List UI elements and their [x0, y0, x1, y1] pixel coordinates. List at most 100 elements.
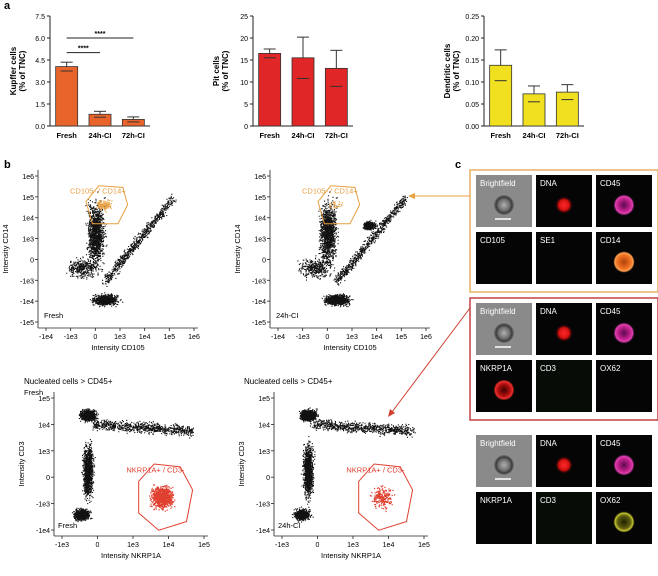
- y-tick-label: 20: [240, 36, 248, 43]
- x-tick-label: 24h-CI: [523, 131, 546, 140]
- x-tick-label: -1e4: [39, 334, 53, 341]
- x-tick-label: 1e4: [371, 334, 383, 341]
- y-tick-label: 10: [240, 80, 248, 87]
- y-tick-label: 1e5: [254, 195, 266, 202]
- channel-label: Brightfield: [480, 307, 516, 316]
- condition-label: Fresh: [44, 311, 63, 320]
- y-axis-label-line: (% of TNC): [452, 50, 461, 91]
- y-tick-label: 0.0: [35, 124, 45, 131]
- y-tick-label: 1e5: [38, 396, 50, 403]
- panel-label-a: a: [4, 0, 11, 12]
- gate-label: NKRP1A+ / CD3-: [346, 466, 405, 475]
- image-tile: [596, 360, 652, 412]
- dendritic-bar-chart: 0.00 0.05 0.10 0.15 0.20 0.25 Dendritic cells(…: [443, 14, 584, 140]
- y-tick-label: 0.15: [465, 58, 479, 65]
- cell: [555, 324, 573, 342]
- x-tick-label: 1e5: [163, 334, 175, 341]
- x-tick-label: 0: [96, 542, 100, 549]
- y-tick-label: 1e4: [254, 216, 266, 223]
- y-tick-label: 0: [46, 475, 50, 482]
- channel-label: CD105: [480, 236, 505, 245]
- x-tick-label: 1e3: [114, 334, 126, 341]
- x-tick-label: 1e3: [127, 542, 139, 549]
- channel-label: DNA: [540, 439, 558, 448]
- gate-polygon: [138, 463, 194, 531]
- y-axis-label: Kupffer cells(% of TNC): [9, 46, 27, 95]
- condition-label: Fresh: [58, 521, 77, 530]
- x-tick-label: 0: [93, 334, 97, 341]
- y-axis-label: Intensity CD3: [237, 441, 246, 486]
- cell: [555, 456, 573, 474]
- y-tick-label: 4.5: [35, 58, 45, 65]
- bar: [489, 64, 513, 127]
- y-tick-label: 15: [240, 58, 248, 65]
- x-tick-label: 1e5: [198, 542, 210, 549]
- y-tick-label: -1e3: [252, 278, 266, 285]
- scatter-fresh-cd105-cd14: -1e4 -1e3 0 1e3 1e4 1e5 1e6 -1e5 -1e4 -1e3 0 1e3 1e4…: [1, 170, 200, 352]
- y-tick-label: 0.25: [465, 14, 479, 21]
- gating-header: Nucleated cells > CD45+: [244, 377, 333, 386]
- y-tick-label: 6.0: [35, 36, 45, 43]
- channel-label: CD14: [600, 236, 621, 245]
- channel-label: OX62: [600, 364, 621, 373]
- scatter-24h-nkrp1a-cd3: -1e3 0 1e3 1e4 1e5 -1e4 -1e3 0 1e3 1e4 1e5 Intensit…: [237, 377, 430, 560]
- y-axis-label: Pit cells(% of TNC): [212, 50, 230, 91]
- y-tick-label: -1e5: [252, 320, 266, 327]
- y-tick-label: 1e3: [38, 449, 50, 456]
- y-tick-label: 1e5: [22, 195, 34, 202]
- arrow-line-red: [391, 307, 471, 413]
- scatter-points: [66, 191, 177, 308]
- x-tick-label: 1e5: [418, 542, 430, 549]
- x-tick-label: 0: [325, 334, 329, 341]
- y-tick-label: 1e6: [254, 174, 266, 181]
- bar: [522, 93, 546, 127]
- y-tick-label: 1e3: [22, 237, 34, 244]
- x-tick-label: 1e3: [346, 334, 358, 341]
- x-tick-label: 72h-CI: [556, 131, 579, 140]
- x-tick-label: 72h-CI: [122, 131, 145, 140]
- y-tick-label: -1e4: [36, 528, 50, 535]
- x-axis-label: Intensity NKRP1A: [101, 551, 161, 560]
- y-tick-label: -1e4: [256, 528, 270, 535]
- x-tick-label: 72h-CI: [325, 131, 348, 140]
- pit-bar-chart: 0 5 10 15 20 25 Pit cells(% of TNC) Fresh 24h-CI…: [212, 14, 353, 140]
- x-tick-label: 1e4: [139, 334, 151, 341]
- gate-polygon: [317, 185, 361, 225]
- bar: [555, 91, 579, 127]
- gated-points: [369, 485, 396, 513]
- significance-label: ****: [78, 46, 89, 53]
- gate-polygon: [85, 185, 129, 225]
- y-tick-label: -1e3: [36, 502, 50, 509]
- cell: [555, 196, 573, 214]
- bar: [324, 67, 348, 127]
- bar: [258, 53, 282, 127]
- y-tick-label: 1.5: [35, 102, 45, 109]
- cell: [613, 251, 635, 273]
- y-tick-label: 1e4: [38, 422, 50, 429]
- channel-label: CD45: [600, 439, 621, 448]
- arrow-head-orange: [408, 193, 415, 199]
- channel-label: Brightfield: [480, 439, 516, 448]
- image-tile: [476, 492, 532, 544]
- x-tick-label: 0: [316, 542, 320, 549]
- cell: [493, 379, 515, 401]
- image-tile: [536, 492, 592, 544]
- channel-label: NKRP1A: [480, 496, 513, 505]
- scatter-points: [291, 407, 416, 523]
- gating-header: Nucleated cells > CD45+: [24, 377, 113, 386]
- y-tick-label: 1e4: [258, 422, 270, 429]
- cell: [613, 322, 635, 344]
- x-tick-label: 1e6: [420, 334, 432, 341]
- y-axis-label: Dendritic cells(% of TNC): [443, 43, 461, 98]
- x-tick-label: 24h-CI: [89, 131, 112, 140]
- channel-label: CD3: [540, 496, 557, 505]
- y-tick-label: 25: [240, 14, 248, 21]
- y-tick-label: 7.5: [35, 14, 45, 21]
- y-axis-label-line: (% of TNC): [18, 50, 27, 91]
- y-tick-label: 0.20: [465, 36, 479, 43]
- significance-label: ****: [95, 31, 106, 38]
- x-tick-label: 1e3: [347, 542, 359, 549]
- gated-points: [149, 484, 176, 512]
- channel-label: DNA: [540, 307, 558, 316]
- y-tick-label: 1e6: [22, 174, 34, 181]
